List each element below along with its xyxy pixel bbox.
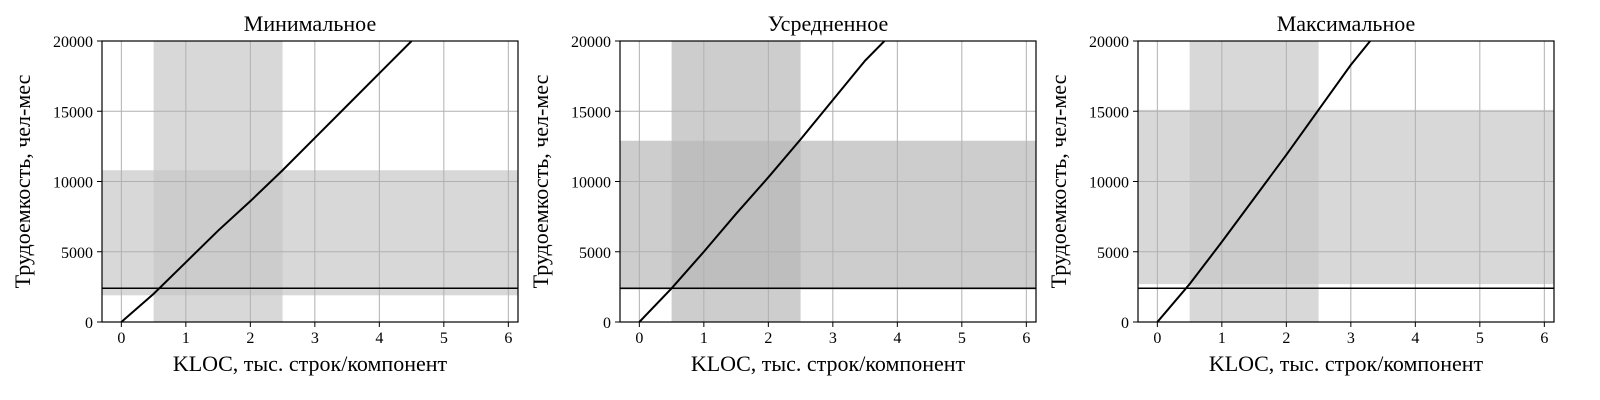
y-tick-label: 10000 — [571, 175, 611, 192]
x-tick-label: 2 — [764, 330, 772, 347]
x-tick-label: 4 — [375, 330, 383, 347]
x-tick-label: 1 — [182, 330, 190, 347]
x-tick-label: 4 — [893, 330, 901, 347]
x-tick-label: 0 — [1153, 330, 1161, 347]
x-tick-label: 3 — [829, 330, 837, 347]
y-axis-label: Трудоемкость, чел-мес — [1046, 74, 1071, 288]
y-tick-label: 20000 — [1089, 34, 1129, 51]
y-tick-label: 10000 — [1089, 175, 1129, 192]
x-tick-label: 1 — [1218, 330, 1226, 347]
y-tick-label: 15000 — [53, 104, 93, 121]
chart-panel-2: 0 1 2 3 4 5 6 0 5000 10000 15000 20000 Усредненное KL… — [528, 11, 1037, 376]
x-axis-label: KLOC, тыс. строк/компонент — [173, 351, 448, 376]
y-tick-label: 15000 — [571, 104, 611, 121]
y-axis-label: Трудоемкость, чел-мес — [528, 74, 553, 288]
series-line — [1156, 41, 1371, 322]
y-tick-label: 0 — [85, 315, 93, 332]
chart-title: Усредненное — [768, 11, 888, 36]
chart-title: Минимальное — [244, 11, 376, 36]
x-tick-label: 5 — [440, 330, 448, 347]
series-line — [120, 41, 413, 322]
x-tick-label: 0 — [635, 330, 643, 347]
series-line — [638, 41, 886, 322]
y-tick-label: 5000 — [61, 245, 93, 262]
x-axis-label: KLOC, тыс. строк/компонент — [691, 351, 966, 376]
y-tick-label: 0 — [1121, 315, 1129, 332]
y-tick-label: 15000 — [1089, 104, 1129, 121]
y-tick-label: 20000 — [571, 34, 611, 51]
x-tick-label: 5 — [958, 330, 966, 347]
chart-panel-3: 0 1 2 3 4 5 6 0 5000 10000 15000 20000 Максимальное K… — [1046, 11, 1555, 376]
x-tick-label: 0 — [117, 330, 125, 347]
x-tick-label: 1 — [700, 330, 708, 347]
x-tick-label: 3 — [311, 330, 319, 347]
chart-title: Максимальное — [1277, 11, 1416, 36]
chart-panel-1: 0 1 2 3 4 5 6 0 5000 10000 15000 20000 Минимальное KL… — [10, 11, 519, 376]
y-tick-label: 5000 — [579, 245, 611, 262]
x-tick-label: 6 — [1540, 330, 1548, 347]
y-tick-label: 5000 — [1097, 245, 1129, 262]
x-tick-label: 2 — [1282, 330, 1290, 347]
x-tick-label: 6 — [504, 330, 512, 347]
x-axis-label: KLOC, тыс. строк/компонент — [1209, 351, 1484, 376]
y-axis-label: Трудоемкость, чел-мес — [10, 74, 35, 288]
x-tick-label: 3 — [1347, 330, 1355, 347]
x-tick-label: 6 — [1022, 330, 1030, 347]
x-tick-label: 5 — [1476, 330, 1484, 347]
y-tick-label: 0 — [603, 315, 611, 332]
y-tick-label: 10000 — [53, 175, 93, 192]
x-tick-label: 4 — [1411, 330, 1419, 347]
x-tick-label: 2 — [246, 330, 254, 347]
y-tick-label: 20000 — [53, 34, 93, 51]
